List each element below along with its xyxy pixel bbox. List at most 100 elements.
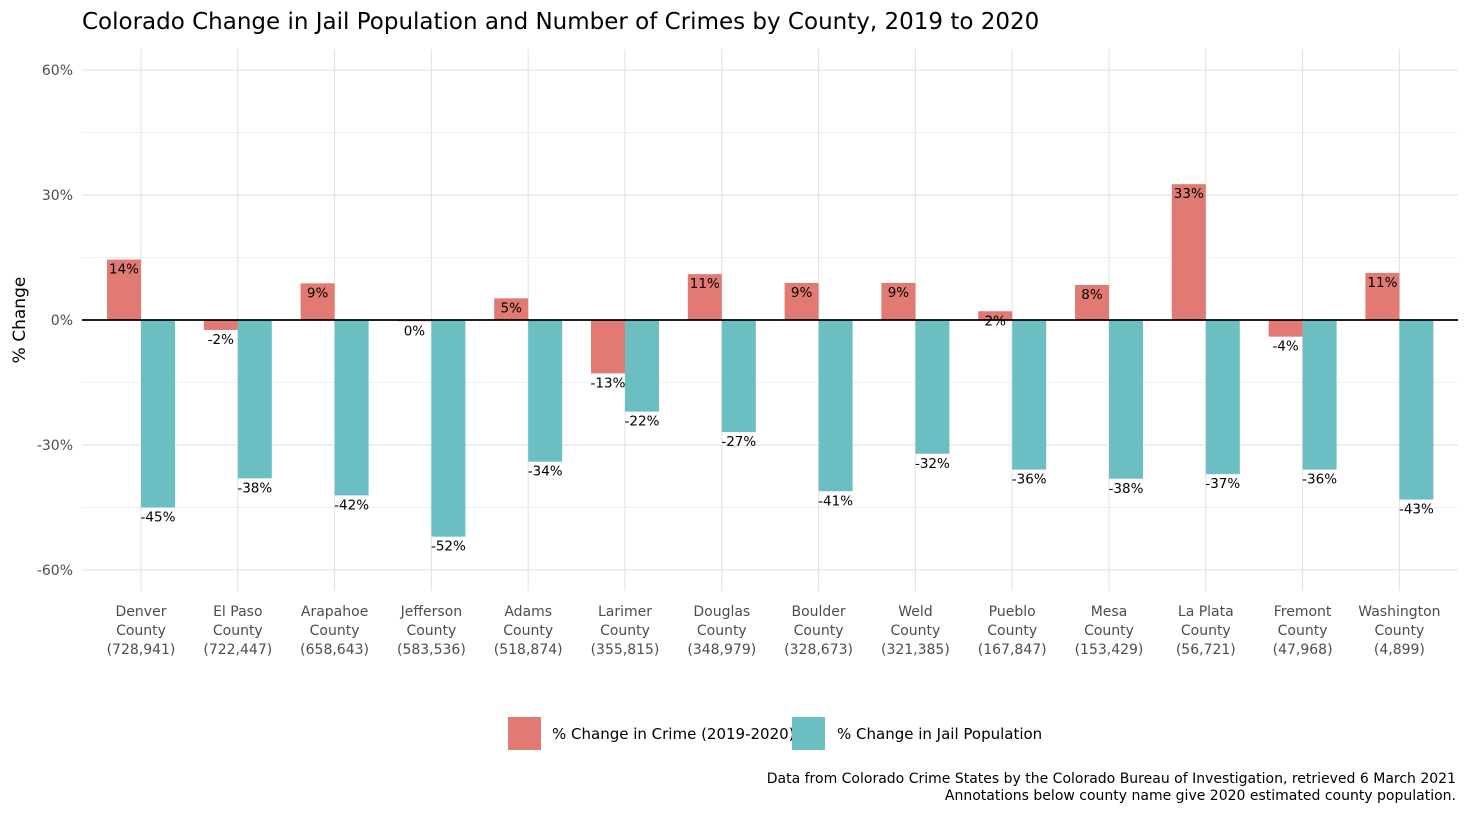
- x-tick-label: El Paso: [213, 604, 262, 620]
- jail-bar: [237, 320, 272, 479]
- jail-value-label: -36%: [1302, 472, 1337, 488]
- x-tick-label: County: [116, 623, 166, 639]
- jail-value-label: -27%: [721, 434, 756, 450]
- jail-value-label: -22%: [625, 414, 660, 430]
- y-tick-label: -30%: [37, 438, 73, 454]
- x-tick-label: Arapahoe: [301, 604, 368, 620]
- y-axis-ticks: 60% 30% 0% -30% -60%: [37, 63, 73, 579]
- x-tick-label: Douglas: [693, 604, 750, 620]
- x-tick-label: Boulder: [791, 604, 845, 620]
- x-tick-label: County: [310, 623, 360, 639]
- x-tick-label: (518,874): [494, 642, 563, 658]
- jail-value-label: -45%: [141, 510, 176, 526]
- chart-title: Colorado Change in Jail Population and N…: [82, 9, 1039, 35]
- crime-value-label: -2%: [208, 332, 234, 348]
- jail-bar: [431, 320, 466, 537]
- jail-value-label: -32%: [915, 456, 950, 472]
- x-tick-label: La Plata: [1178, 604, 1234, 620]
- crime-bar: [300, 283, 335, 320]
- crime-value-label: 2%: [984, 313, 1006, 329]
- x-tick-label: County: [697, 623, 747, 639]
- x-tick-label: Denver: [116, 604, 167, 620]
- caption-line: Annotations below county name give 2020 …: [945, 788, 1456, 804]
- crime-bar: [978, 311, 1013, 320]
- jail-value-label: -38%: [237, 480, 272, 496]
- x-tick-label: (728,941): [107, 642, 176, 658]
- x-tick-label: County: [1181, 623, 1231, 639]
- y-tick-label: 30%: [42, 188, 73, 204]
- crime-bar: [784, 282, 819, 320]
- crime-value-label: 11%: [690, 276, 720, 292]
- x-tick-label: Washington: [1358, 604, 1440, 620]
- x-tick-label: County: [1278, 623, 1328, 639]
- jail-bar: [625, 320, 659, 412]
- crime-bar: [687, 274, 722, 320]
- jail-value-label: -43%: [1399, 502, 1434, 518]
- jail-value-label: -41%: [818, 493, 853, 509]
- jail-bar: [1109, 320, 1143, 479]
- jail-bar: [1012, 320, 1047, 470]
- x-tick-label: (153,429): [1075, 642, 1144, 658]
- x-tick-label: (321,385): [881, 642, 950, 658]
- x-tick-label: (4,899): [1374, 642, 1425, 658]
- x-tick-label: County: [794, 623, 844, 639]
- data-labels: 14% -2% 9% 0% 5% -13% 11% 9% 9% 2% 8% 33% -4% 11% -45%…: [109, 186, 1434, 555]
- jail-bar: [141, 320, 175, 508]
- x-tick-label: County: [503, 623, 553, 639]
- x-tick-label: County: [213, 623, 263, 639]
- jail-value-label: -42%: [334, 497, 369, 513]
- x-tick-label: County: [890, 623, 940, 639]
- crime-bar: [203, 320, 238, 330]
- crime-value-label: 9%: [888, 285, 910, 301]
- crime-bar: [591, 320, 625, 374]
- crime-value-label: 11%: [1367, 275, 1397, 291]
- jail-value-label: -38%: [1109, 481, 1144, 497]
- crime-value-label: -13%: [591, 375, 626, 391]
- x-tick-label: (348,979): [687, 642, 756, 658]
- bars: [107, 184, 1434, 537]
- jail-bar: [334, 320, 369, 496]
- jail-value-label: -34%: [528, 464, 563, 480]
- crime-value-label: 33%: [1174, 186, 1204, 202]
- legend-label: % Change in Crime (2019-2020): [552, 725, 795, 743]
- crime-bar: [107, 259, 141, 320]
- legend-swatch: [792, 717, 825, 750]
- crime-bar: [1268, 320, 1303, 337]
- y-tick-label: 60%: [42, 63, 73, 79]
- x-tick-label: (167,847): [978, 642, 1047, 658]
- y-tick-label: 0%: [51, 313, 73, 329]
- jail-value-label: -37%: [1205, 476, 1240, 492]
- jail-bar: [1399, 320, 1434, 500]
- x-tick-label: (583,536): [397, 642, 466, 658]
- x-tick-label: County: [406, 623, 456, 639]
- caption-line: Data from Colorado Crime States by the C…: [767, 771, 1456, 787]
- y-axis-label: % Change: [10, 277, 30, 364]
- legend: % Change in Crime (2019-2020) % Change in…: [508, 717, 1042, 750]
- x-tick-label: (328,673): [784, 642, 853, 658]
- crime-value-label: 9%: [791, 285, 813, 301]
- x-tick-label: Adams: [504, 604, 552, 620]
- x-tick-label: County: [1084, 623, 1134, 639]
- crime-bar: [1075, 285, 1109, 320]
- x-tick-label: County: [987, 623, 1037, 639]
- jail-bar: [818, 320, 853, 492]
- jail-bar: [1205, 320, 1240, 475]
- x-tick-label: (56,721): [1176, 642, 1236, 658]
- x-tick-label: Mesa: [1091, 604, 1128, 620]
- crime-value-label: 0%: [404, 323, 426, 339]
- legend-label: % Change in Jail Population: [837, 725, 1042, 743]
- crime-bar: [881, 282, 916, 320]
- jail-bar: [1302, 320, 1337, 470]
- jail-bar: [528, 320, 563, 462]
- jail-bar: [915, 320, 950, 454]
- x-tick-label: County: [1374, 623, 1424, 639]
- x-tick-label: (722,447): [203, 642, 272, 658]
- jail-value-label: -52%: [431, 539, 466, 555]
- x-tick-label: Pueblo: [989, 604, 1036, 620]
- crime-bar: [494, 298, 529, 320]
- caption: Data from Colorado Crime States by the C…: [767, 771, 1456, 804]
- x-tick-label: (355,815): [591, 642, 660, 658]
- x-tick-label: Jefferson: [400, 604, 463, 620]
- x-tick-label: (658,643): [300, 642, 369, 658]
